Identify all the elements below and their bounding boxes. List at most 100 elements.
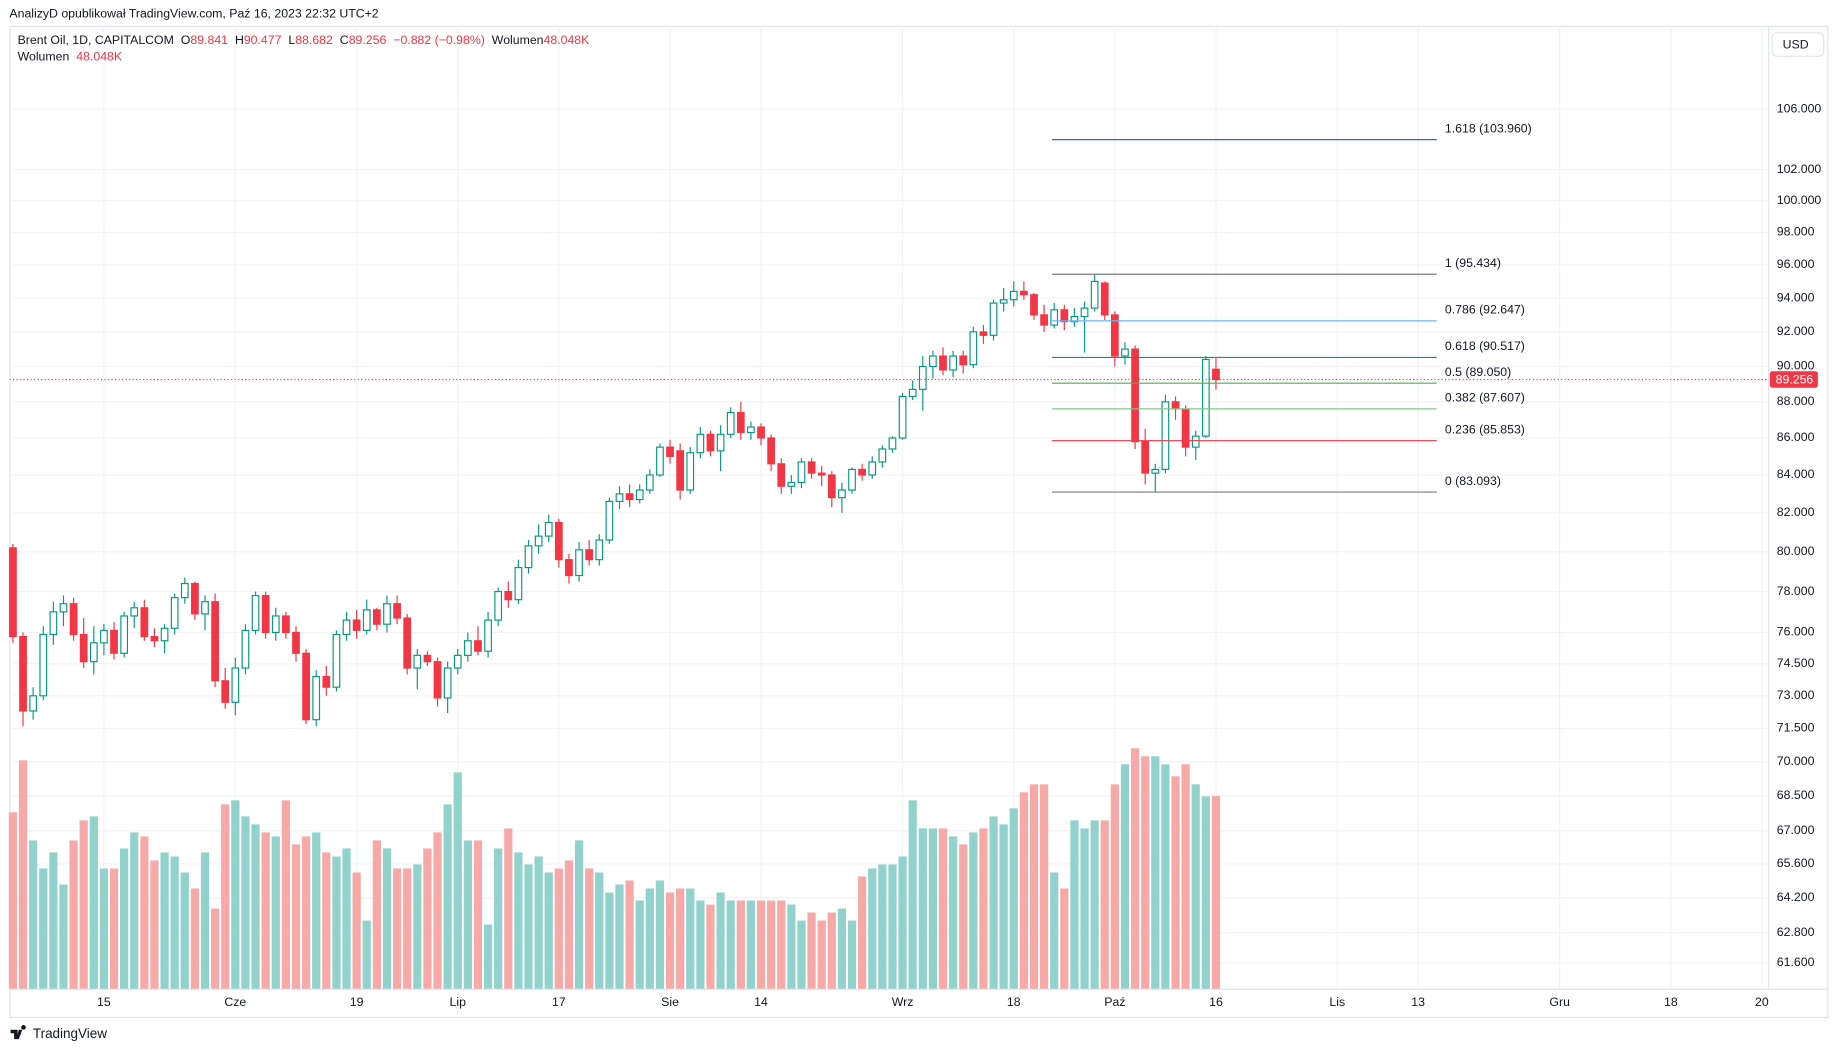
volume-bar [473,840,483,989]
x-tick-label: Lis [1329,995,1345,1009]
candle-body [1151,468,1160,474]
candle-body [686,452,695,491]
volume-bar [1130,748,1140,989]
volume-bar [443,804,452,989]
volume-bar [554,868,563,989]
candle-body [1020,290,1028,296]
candle-body [221,680,230,703]
candle-body [241,629,250,669]
candle-body [1181,408,1190,448]
candle-body [524,545,533,569]
volume-bar [312,832,321,989]
candle-body [878,448,887,463]
volume-bar [868,868,877,989]
candle-body [1070,315,1079,323]
candle-body [565,559,573,577]
volume-bar [676,888,685,989]
volume-bar [59,884,68,989]
volume-bar [787,904,796,989]
volume-bar [433,832,442,989]
volume-name: Wolumen [492,33,544,47]
x-tick-label: 14 [754,995,768,1009]
volume-bar [352,872,361,989]
candle-body [989,302,998,336]
volume-bar [1009,808,1018,989]
y-tick-label: 82.000 [1777,505,1815,519]
candle-body [1060,309,1069,323]
volume-bar [605,892,614,989]
volume-bar [777,900,786,989]
volume-bar [625,880,634,989]
candle-body [1009,290,1018,301]
candle-body [69,603,78,636]
volume-bar [827,912,836,989]
volume-bar [726,900,735,989]
volume-bar [1141,756,1150,989]
volume-bar [8,812,18,989]
y-tick-label: 88.000 [1777,394,1815,408]
volume-bar [221,804,230,989]
volume-bar [878,864,887,989]
candle-body [302,652,310,721]
y-tick-label: 71.500 [1777,721,1815,735]
volume-bar [494,848,503,989]
currency-button[interactable] [1771,32,1825,57]
candle-body [676,450,685,491]
volume-bar [453,772,462,989]
x-tick-label: Gru [1549,995,1570,1009]
candle-body [180,582,189,599]
price-tag-label: 89.256 [1776,372,1814,386]
c-label: C [340,33,349,47]
candle-body [757,426,765,439]
candle-body [969,331,978,366]
volume-bar [342,848,351,989]
candle-body [393,603,401,619]
candle-body [423,654,432,663]
volume-bar [615,884,624,989]
candle-body [888,437,897,450]
volume-bar [1019,792,1028,989]
volume-bar [969,832,978,989]
y-tick-label: 94.000 [1777,290,1815,304]
volume-bar [1120,764,1130,989]
candle-body [747,426,755,434]
fib-label: 1 (95.434) [1445,256,1501,270]
candle-body [1121,348,1129,357]
candle-body [120,615,129,654]
volume-bar [170,856,179,989]
volume-bar [898,856,907,989]
candle-body [1080,307,1089,318]
candle-body [231,667,240,703]
volume-bar [392,868,402,989]
volume-bar [504,828,513,989]
candle-body [383,603,391,625]
volume-bar [1191,784,1200,989]
y-tick-label: 68.500 [1777,788,1815,802]
volume-bar [1080,828,1089,989]
candle-body [807,461,816,474]
currency[interactable]: USD [1783,37,1809,51]
volume-bar [979,828,988,989]
volume-bar [1201,796,1210,989]
candle-body [767,437,776,465]
candle-body [170,597,179,629]
candle-body [1161,401,1170,470]
volume-value: 48.048K [544,33,591,47]
candle-body [463,640,472,656]
fib-label: 0.382 (87.607) [1445,391,1525,405]
fibonacci: 1.618 (103.960) 1 (95.434) 0.786 (92.647) 0… [1052,121,1532,493]
candle-body [534,535,543,547]
volume-legend: Wolumen 48.048K [18,50,123,64]
y-tick-label: 98.000 [1777,225,1815,239]
x-tick-label: 19 [350,995,364,1009]
volume-bar [483,924,493,989]
candle-body [39,633,48,697]
x-tick-label: Wrz [892,995,914,1009]
fib-label: 1.618 (103.960) [1445,121,1532,135]
volume-bar [959,844,968,989]
x-tick-label: 13 [1411,995,1425,1009]
candle-body [959,355,968,366]
candle-body [595,539,604,561]
volume-bar [150,860,159,989]
y-tick-label: 84.000 [1777,467,1815,481]
